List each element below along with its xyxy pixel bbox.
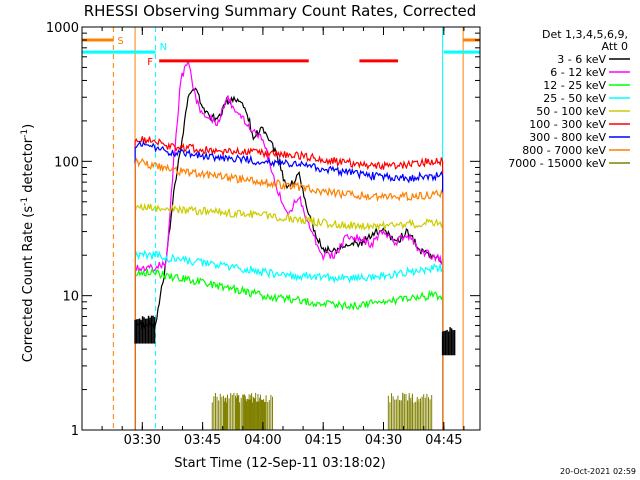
legend-entry-label: 300 - 800 keV	[529, 131, 606, 144]
x-tick-label: 03:45	[184, 433, 221, 448]
y-tick-label: 1	[71, 424, 79, 439]
footer-timestamp: 20-Oct-2021 02:59	[560, 467, 636, 476]
legend-entry-label: 7000 - 15000 keV	[508, 157, 606, 170]
legend-entry-label: 3 - 6 keV	[557, 53, 606, 66]
x-tick-label: 04:30	[365, 433, 402, 448]
y-tick-label: 1000	[46, 21, 79, 36]
legend-entry-label: 800 - 7000 keV	[522, 144, 606, 157]
series-lines	[134, 59, 456, 430]
y-axis-label: Corrected Count Rate (s-1 detector-1)	[20, 124, 36, 362]
legend-entry-label: 50 - 100 keV	[536, 105, 606, 118]
flag-bar-label: F	[147, 57, 153, 68]
series-line	[134, 267, 444, 430]
legend-entry-label: 100 - 300 keV	[529, 118, 606, 131]
plot-frame	[81, 26, 481, 431]
chart-title: RHESSI Observing Summary Count Rates, Co…	[84, 2, 477, 20]
series-line	[134, 59, 444, 430]
x-tick-label: 03:30	[124, 433, 161, 448]
axes: 03:30 03:45 04:00 04:15 04:30 04:45 1 10 100 1000	[46, 21, 481, 448]
legend-entry-label: 12 - 25 keV	[543, 79, 606, 92]
legend-entry-label: 25 - 50 keV	[543, 92, 606, 105]
x-tick-label: 04:00	[244, 433, 281, 448]
flag-bar-label: N	[160, 42, 167, 53]
legend-header-line-1: Det 1,3,4,5,6,9,	[542, 28, 628, 41]
series-line	[134, 136, 444, 430]
legend-header-line-2: Att 0	[602, 40, 628, 53]
series-line	[134, 140, 444, 430]
series-line	[134, 157, 444, 430]
x-axis-label: Start Time (12-Sep-11 03:18:02)	[174, 456, 385, 471]
series-line	[134, 87, 444, 430]
series-line	[134, 202, 444, 430]
y-tick-label: 10	[62, 290, 79, 305]
x-tick-label: 04:15	[304, 433, 341, 448]
x-tick-label: 04:45	[425, 433, 462, 448]
flag-bars: S NF	[82, 36, 480, 68]
y-tick-label: 100	[54, 155, 79, 170]
series-line	[134, 249, 444, 430]
flag-bar-label: S	[117, 36, 123, 47]
legend-entry-label: 6 - 12 keV	[550, 66, 606, 79]
